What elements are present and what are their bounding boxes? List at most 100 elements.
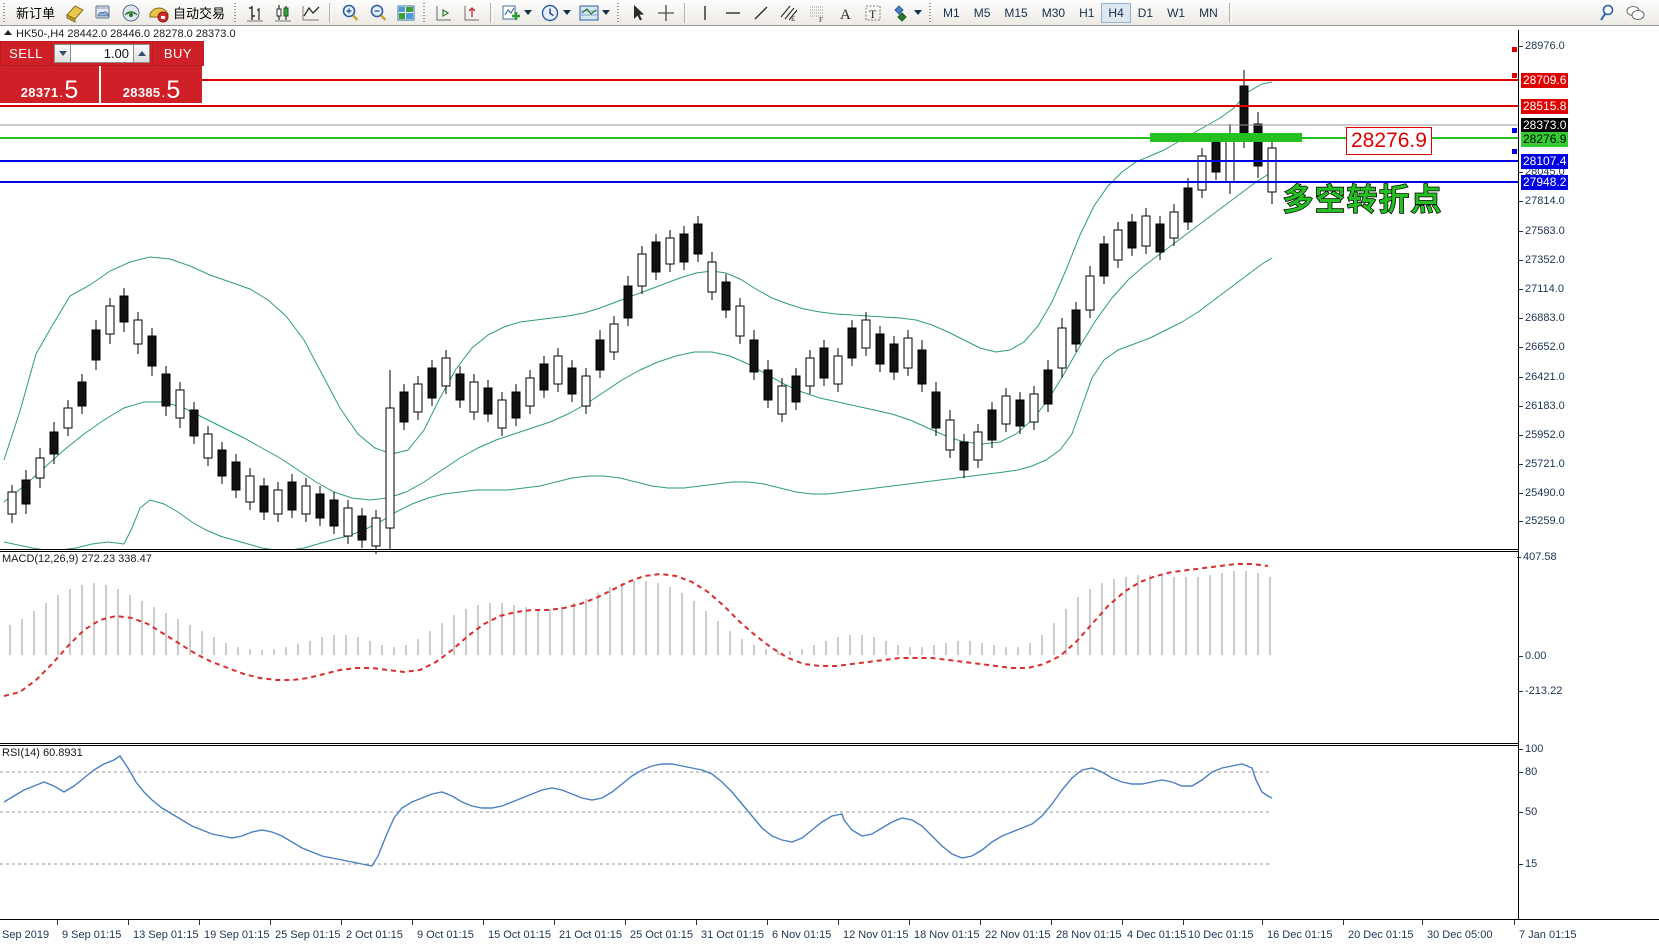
signals-button[interactable]	[117, 1, 145, 25]
timeframe-mn[interactable]: MN	[1199, 5, 1218, 20]
time-axis[interactable]: Sep 2019 9 Sep 01:15 13 Sep 01:15 19 Sep…	[0, 919, 1659, 945]
price-label-support-1[interactable]: 28107.4	[1521, 154, 1569, 169]
toolbar-grip-3[interactable]	[422, 2, 428, 23]
sell-price-display[interactable]: 28371 . 5	[0, 66, 101, 103]
ytick: 25721.0	[1519, 458, 1565, 470]
toolbar-grip-5[interactable]	[928, 2, 934, 23]
turning-point-annotation[interactable]: 多空转折点	[1282, 182, 1443, 219]
volume-increment-button[interactable]	[133, 44, 150, 63]
cursor-tool-button[interactable]	[624, 1, 652, 25]
candle	[553, 348, 563, 392]
price-axis[interactable]: 28976.0 28045.0 27814.0 27583.0 27352.0 …	[1517, 30, 1659, 919]
candle	[399, 384, 409, 430]
toolbar-grip-2[interactable]	[233, 2, 239, 23]
tile-windows-button[interactable]	[392, 1, 420, 25]
timeframe-m5[interactable]: M5	[973, 5, 991, 20]
candle	[245, 468, 255, 510]
indicators-dropdown-arrow[interactable]	[522, 2, 533, 24]
new-order-button[interactable]: 新订单	[10, 1, 61, 25]
timeframe-h4[interactable]: H4	[1101, 2, 1131, 23]
volume-input[interactable]: 1.00	[71, 44, 133, 63]
xtick: 15 Oct 01:15	[483, 920, 551, 941]
xtick: 16 Dec 01:15	[1261, 920, 1333, 941]
text-label-button[interactable]: T	[859, 1, 887, 25]
price-label-support-2[interactable]: 27948.2	[1521, 175, 1569, 190]
candle	[259, 478, 269, 520]
zoom-out-button[interactable]	[364, 1, 392, 25]
buy-price-display[interactable]: 28385 . 5	[101, 66, 202, 103]
timeframe-w1[interactable]: W1	[1167, 5, 1186, 20]
templates-dropdown-arrow[interactable]	[600, 2, 611, 24]
volume-decrement-button[interactable]	[54, 44, 71, 63]
price-label-last: 28373.0	[1521, 118, 1569, 133]
rsi-level-lines	[0, 771, 1272, 865]
one-click-trading-panel[interactable]: SELL 1.00 BUY 28371 . 5 28385 . 5	[0, 41, 204, 103]
auto-trading-button[interactable]: 自动交易	[145, 1, 231, 25]
metaeditor-button[interactable]	[61, 1, 89, 25]
toolbar-grip[interactable]	[2, 2, 7, 23]
indicators-button[interactable]	[497, 1, 536, 25]
price-label-resistance-2[interactable]: 28515.8	[1521, 99, 1569, 114]
tile-windows-icon	[397, 5, 415, 20]
fibonacci-button[interactable]: F	[803, 1, 831, 25]
pane-separator-macd[interactable]	[0, 549, 1518, 552]
shift-end-button[interactable]	[430, 1, 458, 25]
templates-button[interactable]	[575, 1, 614, 25]
search-button[interactable]	[1593, 1, 1621, 25]
level-handle-28107[interactable]	[1511, 127, 1518, 134]
candlestick-chart-button[interactable]	[269, 1, 297, 25]
price-callout-annotation[interactable]: 28276.9	[1346, 127, 1432, 155]
candle	[707, 252, 717, 300]
timeframe-m15[interactable]: M15	[1004, 5, 1028, 20]
trend-line-button[interactable]	[747, 1, 775, 25]
price-label-resistance-1[interactable]: 28709.6	[1521, 73, 1569, 88]
pane-separator-rsi[interactable]	[0, 743, 1518, 746]
period-dropdown-arrow[interactable]	[561, 2, 572, 24]
text-button[interactable]: A	[831, 1, 859, 25]
buy-price-fraction: 5	[166, 76, 181, 104]
ytick: 26421.0	[1519, 371, 1565, 383]
level-handle-28709[interactable]	[1511, 46, 1518, 53]
sell-price-decimal-point: .	[59, 84, 64, 100]
chart-canvas[interactable]	[0, 30, 1518, 919]
toolbar-grip-4[interactable]	[616, 2, 622, 23]
candle	[203, 426, 213, 466]
line-chart-button[interactable]	[297, 1, 325, 25]
timeframe-m30[interactable]: M30	[1041, 5, 1066, 20]
shapes-dropdown-arrow[interactable]	[912, 2, 923, 24]
candle	[469, 374, 479, 420]
candle	[21, 470, 31, 514]
timeframe-d1[interactable]: D1	[1137, 5, 1154, 20]
level-handle-27948[interactable]	[1511, 148, 1518, 155]
buy-button[interactable]: BUY	[152, 41, 204, 66]
timeframe-h1[interactable]: H1	[1079, 5, 1095, 20]
horizontal-line-button[interactable]	[719, 1, 747, 25]
buy-price-integer: 28385	[122, 85, 161, 100]
candle	[539, 356, 549, 398]
candle	[819, 340, 829, 386]
volume-stepper[interactable]: 1.00	[52, 41, 152, 66]
candle	[1141, 208, 1151, 254]
candle	[567, 360, 577, 402]
candle	[581, 368, 591, 414]
chat-button[interactable]	[1621, 1, 1649, 25]
cloud-button[interactable]	[89, 1, 117, 25]
candle	[735, 298, 745, 344]
symbol-header: HK50-,H4 28442.0 28446.0 28278.0 28373.0	[4, 28, 236, 40]
period-button[interactable]	[536, 1, 575, 25]
vertical-line-button[interactable]	[691, 1, 719, 25]
level-handle-28515[interactable]	[1511, 72, 1518, 79]
shapes-button[interactable]	[887, 1, 926, 25]
sell-button[interactable]: SELL	[0, 41, 52, 66]
zoom-in-button[interactable]	[336, 1, 364, 25]
equidistant-channel-button[interactable]: E	[775, 1, 803, 25]
bar-chart-button[interactable]	[241, 1, 269, 25]
bar-chart-icon	[247, 5, 264, 21]
cursor-icon	[634, 4, 645, 20]
auto-scroll-button[interactable]	[458, 1, 486, 25]
timeframe-m1[interactable]: M1	[943, 5, 960, 20]
crosshair-tool-button[interactable]	[652, 1, 680, 25]
ytick: 25952.0	[1519, 429, 1565, 441]
price-label-support-green[interactable]: 28276.9	[1521, 132, 1569, 147]
candle	[119, 288, 129, 332]
